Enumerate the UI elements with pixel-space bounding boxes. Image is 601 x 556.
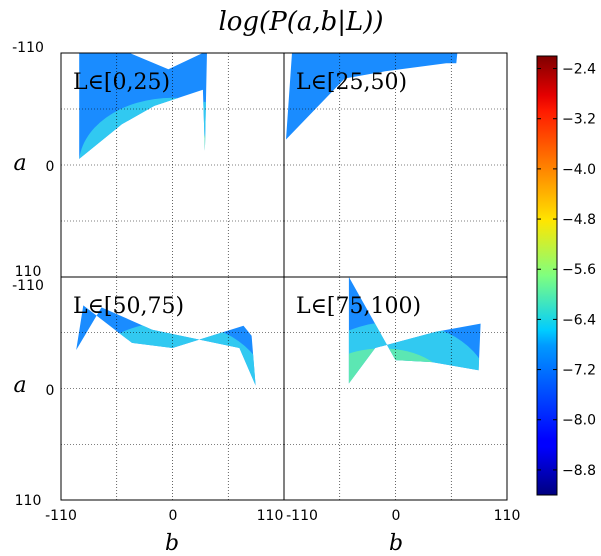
x-axis-label-right: b <box>389 531 403 556</box>
panel-label: L∈[75,100) <box>296 294 421 319</box>
y-tick-bottom-0: 0 <box>46 383 55 399</box>
y-tick-top-0: 0 <box>46 159 55 175</box>
colorbar <box>536 55 558 496</box>
colorbar-tick-label: −3.2 <box>562 112 596 128</box>
colorbar-tick-label: −5.6 <box>562 262 596 278</box>
panel-2: L∈[25,50) <box>283 52 508 278</box>
x-tick-right-max: 110 <box>494 508 521 524</box>
x-tick-right-0: 0 <box>392 508 401 524</box>
panel-label: L∈[0,25) <box>73 70 170 95</box>
y-tick-top-min: -110 <box>12 40 44 56</box>
panel-label: L∈[50,75) <box>73 294 184 319</box>
panel-1: L∈[0,25) <box>60 52 285 278</box>
panel-4: L∈[75,100) <box>283 276 508 501</box>
x-tick-left-min: -110 <box>45 508 77 524</box>
x-axis-label-left: b <box>165 531 179 556</box>
y-axis-label-top: a <box>13 151 26 176</box>
y-axis-label-bottom: a <box>13 373 26 398</box>
x-tick-right-min: -110 <box>286 508 318 524</box>
y-tick-bottom-min: -110 <box>12 278 44 294</box>
panel-label: L∈[25,50) <box>296 70 407 95</box>
colorbar-tick-label: −2.4 <box>562 62 596 78</box>
colorbar-tick-label: −6.4 <box>562 312 596 328</box>
colorbar-tick-label: −7.2 <box>562 363 596 379</box>
colorbar-ticks: −2.4 −3.2 −4.0 −4.8 −5.6 −6.4 −7.2 −8.0 −8.8 <box>537 62 596 479</box>
colorbar-tick-label: −8.0 <box>562 413 596 429</box>
x-tick-left-max: 110 <box>257 508 284 524</box>
x-tick-left-0: 0 <box>169 508 178 524</box>
colorbar-tick-label: −8.8 <box>562 463 596 479</box>
colorbar-tick-label: −4.8 <box>562 212 596 228</box>
y-tick-top-max: 110 <box>15 264 42 280</box>
panel-3: L∈[50,75) <box>60 276 285 501</box>
chart-title: log(P(a,b|L)) <box>218 7 383 37</box>
y-tick-bottom-max: 110 <box>15 493 42 509</box>
panels: L∈[0,25) L∈[25,50) L∈[50,75) L∈[75,100) <box>60 52 508 501</box>
panel-frame <box>283 276 508 501</box>
colorbar-tick-label: −4.0 <box>562 162 596 178</box>
